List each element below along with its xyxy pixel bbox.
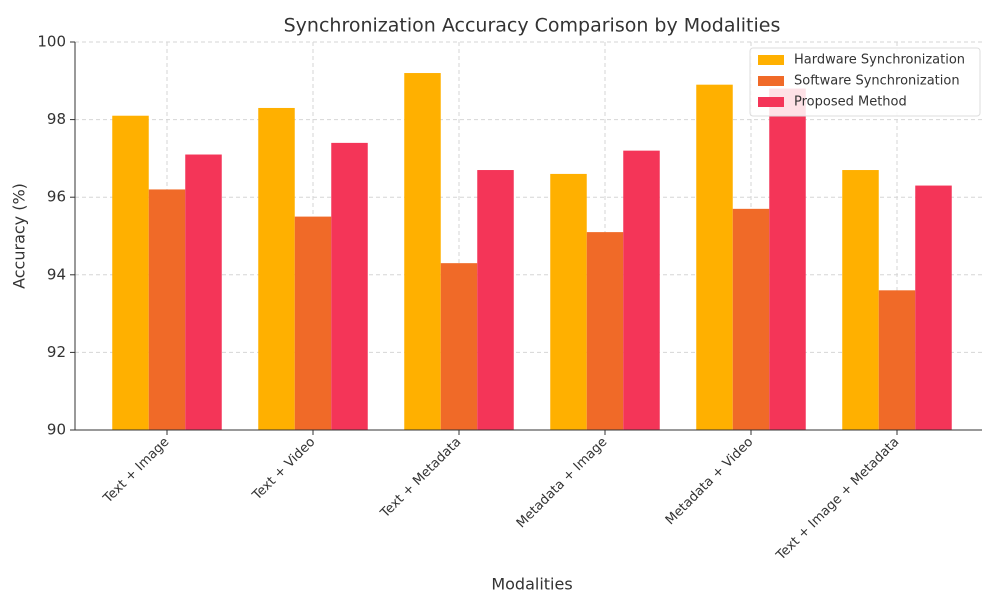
y-tick-label: 94 xyxy=(47,265,66,283)
x-tick-label: Metadata + Video xyxy=(663,435,756,528)
legend-label: Software Synchronization xyxy=(794,74,960,89)
bar xyxy=(878,290,916,430)
bar xyxy=(294,216,332,430)
x-tick-label: Text + Video xyxy=(249,435,318,504)
y-tick-label: 90 xyxy=(47,421,66,439)
bar xyxy=(258,107,295,431)
bar xyxy=(185,154,222,430)
chart-title: Synchronization Accuracy Comparison by M… xyxy=(284,15,781,37)
y-tick-label: 100 xyxy=(37,33,66,51)
legend-label: Proposed Method xyxy=(794,95,907,110)
y-axis-label: Accuracy (%) xyxy=(10,183,29,289)
bar xyxy=(842,170,879,431)
x-axis-label: Modalities xyxy=(491,575,572,594)
legend-label: Hardware Synchronization xyxy=(794,53,965,68)
y-tick-label: 98 xyxy=(47,110,66,128)
bar xyxy=(623,150,660,430)
bar xyxy=(550,173,587,431)
legend-box xyxy=(749,47,981,117)
bar xyxy=(769,88,806,430)
bar xyxy=(477,170,514,431)
x-tick-label: Text + Metadata xyxy=(377,435,464,522)
x-tick-label: Text + Image xyxy=(100,435,172,507)
x-tick-label: Metadata + Image xyxy=(514,435,610,531)
legend-swatch xyxy=(758,55,784,65)
bar xyxy=(148,189,186,430)
bar xyxy=(915,185,952,430)
legend-swatch xyxy=(758,97,784,107)
bar xyxy=(112,115,149,430)
y-tick-label: 96 xyxy=(47,188,66,206)
bar xyxy=(404,73,441,430)
x-tick-label: Text + Image + Metadata xyxy=(773,435,902,564)
bar xyxy=(440,263,478,430)
bar xyxy=(732,208,770,430)
bar xyxy=(696,84,733,431)
y-tick-label: 92 xyxy=(47,343,66,361)
bar xyxy=(586,232,624,430)
bar xyxy=(331,142,368,430)
legend-swatch xyxy=(758,76,784,86)
